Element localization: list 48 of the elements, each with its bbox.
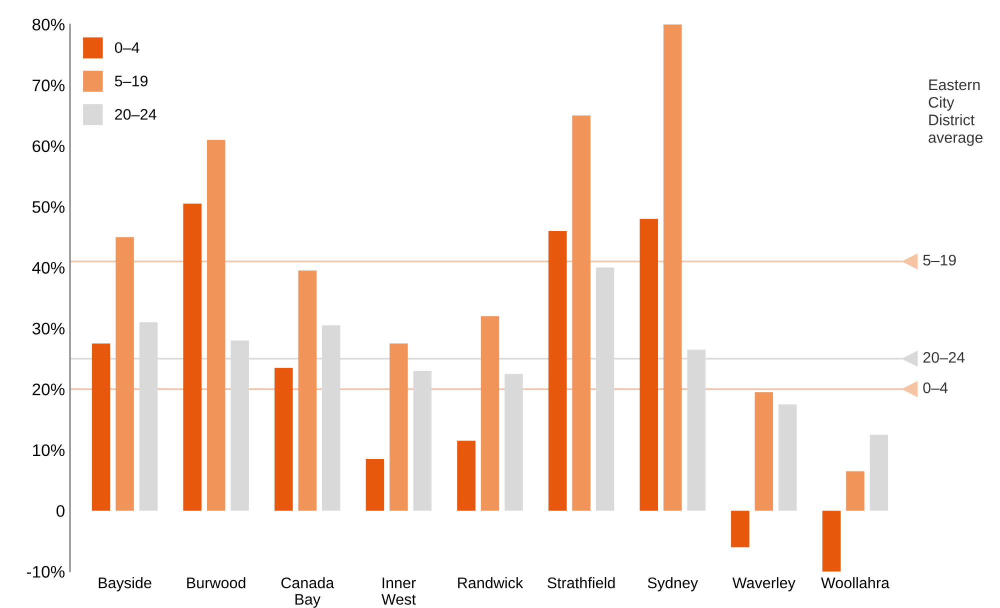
x-tick-label: Inner West (381, 578, 416, 605)
x-tick-label: Burwood (187, 577, 246, 588)
y-tick-label: 70% (32, 80, 65, 92)
bar (116, 237, 134, 511)
bar (366, 459, 384, 511)
y-tick-label: 0 (56, 505, 64, 517)
bar (92, 344, 110, 511)
ref-line-label: 0–4 (923, 382, 948, 394)
bar (778, 404, 797, 511)
y-tick-label: 80% (32, 18, 65, 31)
bar (206, 140, 226, 511)
bar (754, 392, 774, 511)
text: Eastern City District average (928, 80, 983, 146)
y-tick-label: 60% (32, 140, 65, 152)
y-tick-label: 10% (33, 444, 65, 456)
bar (663, 24, 682, 511)
bar (870, 434, 888, 511)
x-tick-label: Waverley (732, 577, 796, 592)
y-tick-label: 20% (32, 384, 65, 396)
x-tick-label: Bayside (98, 577, 152, 592)
x-tick-label: Woollahra (821, 577, 890, 588)
bar (548, 231, 567, 511)
ref-line-label: 20–24 (923, 352, 965, 363)
ref-line-label: 5–19 (923, 254, 956, 266)
bar (504, 374, 523, 511)
x-tick-label: Randwick (458, 577, 524, 588)
y-tick-label: -10% (26, 566, 65, 578)
x-tick-label: Sydney (648, 577, 698, 592)
bar (390, 344, 408, 511)
bar (731, 510, 750, 548)
bar (183, 204, 202, 511)
bar (457, 440, 476, 511)
bar (480, 316, 500, 511)
bar (274, 368, 293, 511)
x-tick-label: Canada Bay (281, 577, 334, 608)
bar (413, 370, 432, 511)
bar (572, 116, 590, 511)
y-tick-label: 50% (32, 201, 65, 213)
bar (298, 270, 317, 511)
x-tick-label: Strathfield (548, 577, 615, 588)
legend-label: 20–24 (115, 108, 156, 120)
y-tick-label: 30% (32, 322, 65, 335)
y-tick-label: 40% (32, 262, 65, 274)
bar (640, 218, 658, 511)
legend-label: 0–4 (114, 42, 140, 54)
bar (846, 471, 864, 511)
bar (822, 510, 841, 572)
legend-label: 5–19 (114, 76, 148, 86)
